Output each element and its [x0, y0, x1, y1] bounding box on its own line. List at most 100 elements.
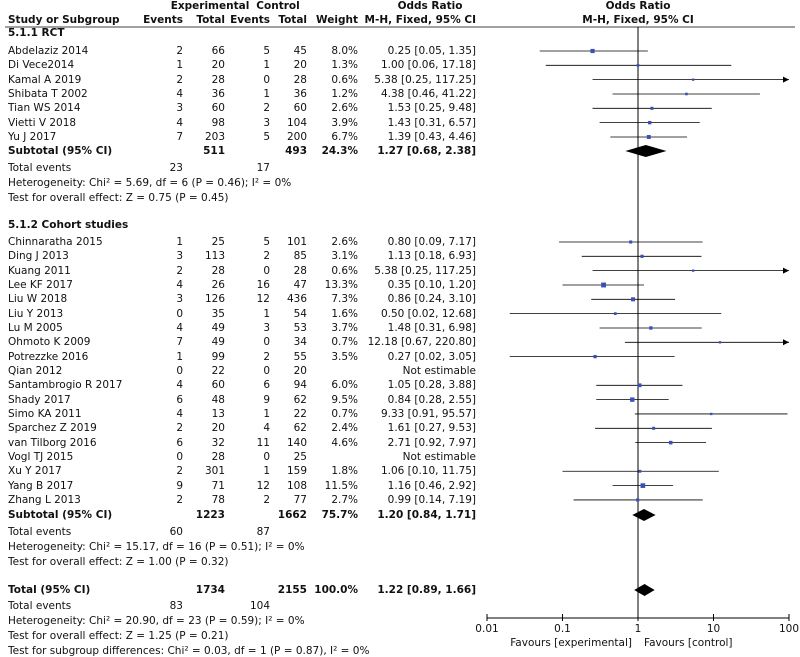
study-name: Abdelaziz 2014 — [8, 45, 89, 57]
header-ctrl-events: Events — [230, 14, 270, 26]
header-experimental: Experimental — [170, 0, 250, 12]
exp-total: 13 — [211, 407, 225, 420]
exp-events: 4 — [176, 278, 183, 291]
ctrl-total: 108 — [286, 479, 307, 492]
ctrl-total: 200 — [286, 130, 307, 143]
header-method: M-H, Fixed, 95% CI — [364, 14, 476, 26]
exp-events: 7 — [176, 130, 183, 143]
ctrl-events: 1 — [263, 307, 270, 320]
ctrl-events: 1 — [263, 465, 270, 478]
odds-ratio-ci: 1.00 [0.06, 17.18] — [380, 59, 476, 72]
odds-ratio-ci: 4.38 [0.46, 41.22] — [380, 87, 476, 100]
odds-ratio-ci: 0.80 [0.09, 7.17] — [387, 236, 476, 248]
exp-total: 32 — [211, 436, 225, 449]
exp-total: 98 — [211, 116, 225, 129]
exp-events: 1 — [176, 236, 183, 248]
odds-ratio-ci: 0.25 [0.05, 1.35] — [387, 45, 476, 57]
ctrl-events: 3 — [263, 321, 270, 334]
study-0-2-square — [692, 78, 695, 81]
study-name: Xu Y 2017 — [8, 465, 62, 478]
ctrl-total: 85 — [293, 250, 307, 263]
ctrl-total: 20 — [293, 364, 307, 377]
odds-ratio-ci: 1.16 [0.46, 2.92] — [387, 479, 476, 492]
exp-total: 48 — [211, 393, 225, 406]
ctrl-events: 6 — [263, 379, 270, 392]
odds-ratio-ci: 5.38 [0.25, 117.25] — [374, 73, 476, 86]
header-method-plot: M-H, Fixed, 95% CI — [582, 14, 694, 26]
subtotal-label: Subtotal (95% CI) — [8, 509, 113, 521]
study-1-7-square — [718, 341, 722, 344]
study-1-8-square — [593, 354, 597, 359]
weight: 0.7% — [331, 407, 358, 420]
ctrl-total: 104 — [286, 116, 307, 129]
study-1-14-square — [668, 440, 673, 445]
weight: 7.3% — [331, 293, 358, 306]
study-name: Lee KF 2017 — [8, 278, 73, 291]
ctrl-total: 53 — [293, 321, 307, 334]
ctrl-events: 2 — [263, 493, 270, 506]
study-name: Ohmoto K 2009 — [8, 336, 91, 349]
weight: 4.6% — [331, 436, 358, 449]
header-odds-ratio-table: Odds Ratio — [397, 0, 463, 12]
ctrl-events: 5 — [263, 130, 270, 143]
exp-events: 0 — [176, 307, 183, 320]
exp-events: 4 — [176, 321, 183, 334]
exp-total: 126 — [204, 293, 225, 306]
exp-total: 71 — [211, 479, 225, 492]
study-1-6-square — [649, 326, 653, 330]
weight: 0.7% — [331, 336, 358, 349]
ctrl-events: 1 — [263, 407, 270, 420]
study-name: Tian WS 2014 — [8, 102, 81, 115]
odds-ratio-ci: 1.27 [0.68, 2.38] — [377, 145, 476, 157]
study-name: Lu M 2005 — [8, 321, 63, 334]
study-name: van Tilborg 2016 — [8, 436, 97, 449]
study-name: Chinnaratha 2015 — [8, 236, 103, 248]
exp-events: 4 — [176, 407, 183, 420]
exp-total: 20 — [211, 59, 225, 72]
ctrl-total: 62 — [293, 422, 307, 435]
ctrl-events: 0 — [263, 450, 270, 463]
ctrl-total: 28 — [293, 264, 307, 277]
study-0-2-arrow-icon — [783, 76, 789, 83]
study-1-0-square — [629, 240, 633, 244]
exp-events: 2 — [176, 45, 183, 57]
ctrl-total: 34 — [293, 336, 307, 349]
exp-total-events: 23 — [169, 162, 183, 174]
ctrl-events: 2 — [263, 102, 270, 115]
weight: 1.2% — [331, 87, 358, 100]
total-events-label: Total events — [8, 600, 72, 612]
study-1-16-square — [638, 469, 642, 473]
exp-events: 4 — [176, 87, 183, 100]
study-1-12-square — [710, 412, 713, 416]
header-exp-total: Total — [196, 14, 225, 26]
study-name: Liu Y 2013 — [8, 307, 64, 320]
study-1-4-square — [631, 297, 636, 302]
odds-ratio-ci: 0.27 [0.02, 3.05] — [387, 350, 476, 363]
header-exp-events: Events — [143, 14, 183, 26]
study-0-6-square — [646, 135, 651, 139]
study-name: Shady 2017 — [8, 393, 71, 406]
odds-ratio-ci: 1.39 [0.43, 4.46] — [387, 130, 476, 143]
exp-total: 60 — [211, 379, 225, 392]
exp-total: 25 — [211, 236, 225, 248]
weight: 3.7% — [331, 321, 358, 334]
exp-total: 60 — [211, 102, 225, 115]
heterogeneity: Heterogeneity: Chi² = 20.90, df = 23 (P … — [8, 615, 305, 627]
header-control: Control — [256, 0, 300, 12]
exp-total-events: 83 — [169, 600, 183, 612]
ctrl-events: 1 — [263, 87, 270, 100]
odds-ratio-ci: 1.53 [0.25, 9.48] — [387, 102, 476, 115]
x-tick-label: 10 — [706, 623, 721, 635]
odds-ratio-ci: 0.84 [0.28, 2.55] — [387, 393, 476, 406]
odds-ratio-ci: 1.13 [0.18, 6.93] — [387, 250, 476, 263]
exp-total: 28 — [211, 450, 225, 463]
weight: 24.3% — [321, 145, 358, 157]
odds-ratio-ci: 1.48 [0.31, 6.98] — [387, 321, 476, 334]
odds-ratio-ci: 2.71 [0.92, 7.97] — [387, 436, 476, 449]
study-1-1-square — [640, 254, 644, 258]
study-0-5-square — [648, 120, 652, 125]
ctrl-total: 45 — [293, 45, 307, 57]
exp-events: 1 — [176, 59, 183, 72]
study-name: Yang B 2017 — [8, 479, 74, 492]
